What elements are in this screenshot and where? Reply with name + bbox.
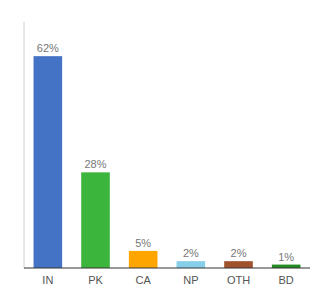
data-label: 28% [84,158,106,170]
x-tick-label: CA [136,274,152,286]
data-label: 2% [183,247,199,259]
y-axis-line [24,22,25,268]
data-label: 2% [231,247,247,259]
bar [177,261,206,268]
x-tick-label: BD [279,274,294,286]
chart: 62% 28% 5% 2% 2% 1% IN PK CA NP OTH BD [0,0,320,300]
bar [272,265,301,268]
bars [34,56,301,268]
x-tick-label: PK [88,274,103,286]
x-tick-label: NP [183,274,198,286]
x-tick-label: OTH [227,274,250,286]
bar [129,251,158,268]
x-tick-label: IN [42,274,53,286]
x-axis-line [24,268,310,269]
data-label: 1% [278,251,294,263]
bar [81,172,110,268]
data-label: 62% [37,42,59,54]
bar [34,56,63,268]
bar [224,261,253,268]
data-label: 5% [135,237,151,249]
